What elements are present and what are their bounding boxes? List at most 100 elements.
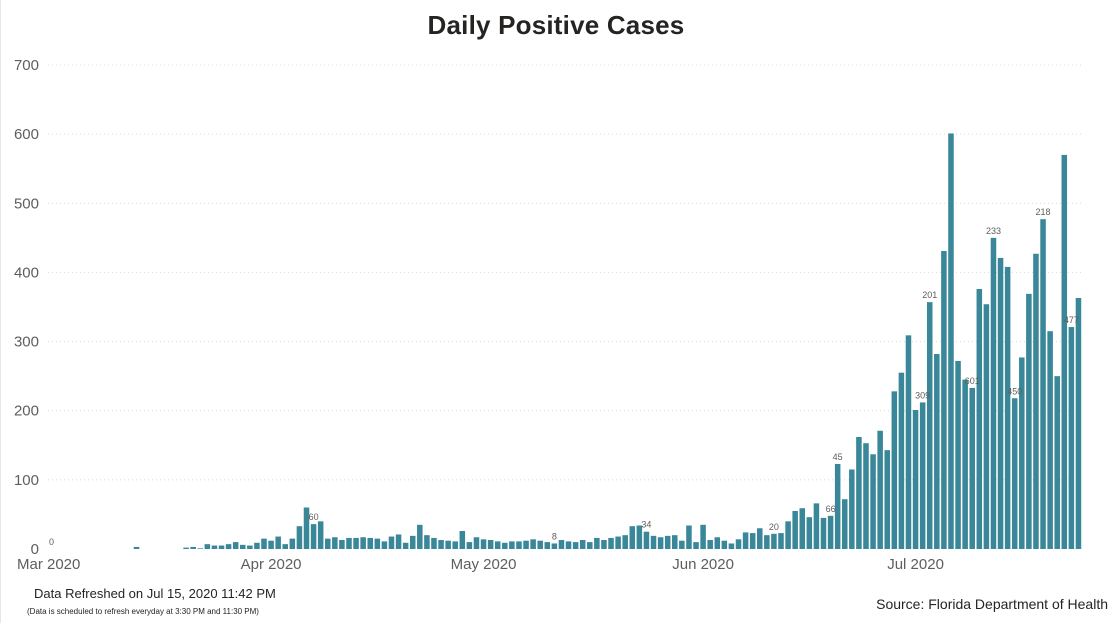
bar[interactable] [417,524,423,549]
bar[interactable] [1019,357,1025,549]
bar[interactable] [523,540,529,549]
bar[interactable] [749,533,756,549]
bar[interactable] [565,541,572,549]
bar[interactable] [247,545,253,549]
bar[interactable] [374,538,381,549]
bar[interactable] [232,542,239,549]
bar[interactable] [218,545,225,549]
bar[interactable] [1061,154,1068,549]
bar[interactable] [282,544,289,549]
bar[interactable] [1004,266,1011,549]
bar[interactable] [395,534,402,549]
bar[interactable] [919,402,926,549]
bar[interactable] [367,537,373,549]
bar[interactable] [544,542,551,549]
bar[interactable] [1033,253,1039,549]
bar[interactable] [820,517,827,549]
bar[interactable] [707,540,713,549]
bar[interactable] [806,517,813,549]
bar[interactable] [764,535,770,549]
bar[interactable] [884,450,890,549]
bar[interactable] [1054,376,1060,549]
bar[interactable] [785,521,791,549]
bar[interactable] [735,539,742,549]
bar[interactable] [728,543,735,549]
bar[interactable] [941,250,947,550]
bar[interactable] [792,510,798,549]
bar[interactable] [190,546,196,549]
bar[interactable] [587,542,593,549]
bar[interactable] [324,538,331,549]
bar[interactable] [714,537,721,549]
bar[interactable] [211,545,218,549]
bar[interactable] [133,546,140,549]
bar[interactable] [962,379,968,549]
bar[interactable] [799,508,806,549]
bar[interactable] [339,540,345,549]
bar[interactable] [459,531,466,549]
bar[interactable] [275,536,281,549]
bar[interactable] [197,548,204,549]
bar[interactable] [877,430,883,549]
bar[interactable] [594,537,600,549]
bar[interactable] [834,463,841,549]
bar[interactable] [317,521,324,549]
bar[interactable] [502,542,508,549]
bar[interactable] [424,535,430,549]
bar[interactable] [572,542,579,549]
bar[interactable] [360,537,366,549]
bar[interactable] [849,469,855,549]
bar[interactable] [225,544,232,549]
bar[interactable] [537,540,543,549]
bar[interactable] [863,443,869,549]
bar[interactable] [1075,298,1082,549]
bar[interactable] [473,537,480,549]
bar[interactable] [636,525,643,549]
bar[interactable] [827,515,834,549]
bar[interactable] [622,535,628,549]
bar[interactable] [346,537,352,549]
bar[interactable] [643,531,650,549]
bar[interactable] [650,535,657,549]
bar[interactable] [601,540,607,549]
bar[interactable] [409,535,416,549]
bar[interactable] [261,538,267,549]
bar[interactable] [516,541,522,549]
bar[interactable] [1040,219,1046,549]
bar[interactable] [183,547,189,549]
bar[interactable] [332,537,338,549]
bar[interactable] [1068,327,1075,549]
bar[interactable] [1011,398,1018,549]
bar[interactable] [926,302,933,549]
bar[interactable] [813,503,820,549]
bar[interactable] [686,525,692,549]
bar[interactable] [303,507,310,549]
bar[interactable] [969,387,975,549]
bar[interactable] [700,524,706,549]
bar[interactable] [721,540,728,549]
bar[interactable] [487,540,494,549]
bar[interactable] [891,391,898,549]
bar[interactable] [509,541,515,549]
bar[interactable] [771,533,777,549]
bar[interactable] [955,360,961,549]
bar[interactable] [381,541,388,549]
bar[interactable] [1047,331,1053,549]
bar[interactable] [445,540,451,549]
bar[interactable] [679,540,685,549]
bar[interactable] [388,536,395,549]
bar[interactable] [870,454,876,549]
bar[interactable] [289,538,296,549]
bar[interactable] [494,541,501,549]
bar[interactable] [672,535,678,549]
bar[interactable] [296,526,303,549]
bar[interactable] [934,354,940,549]
bar[interactable] [912,410,919,549]
bar[interactable] [268,540,274,549]
bar[interactable] [608,537,614,549]
bar[interactable] [558,540,565,549]
bar[interactable] [530,539,536,549]
bar[interactable] [579,540,586,549]
bar[interactable] [629,526,636,549]
bar[interactable] [240,544,246,549]
